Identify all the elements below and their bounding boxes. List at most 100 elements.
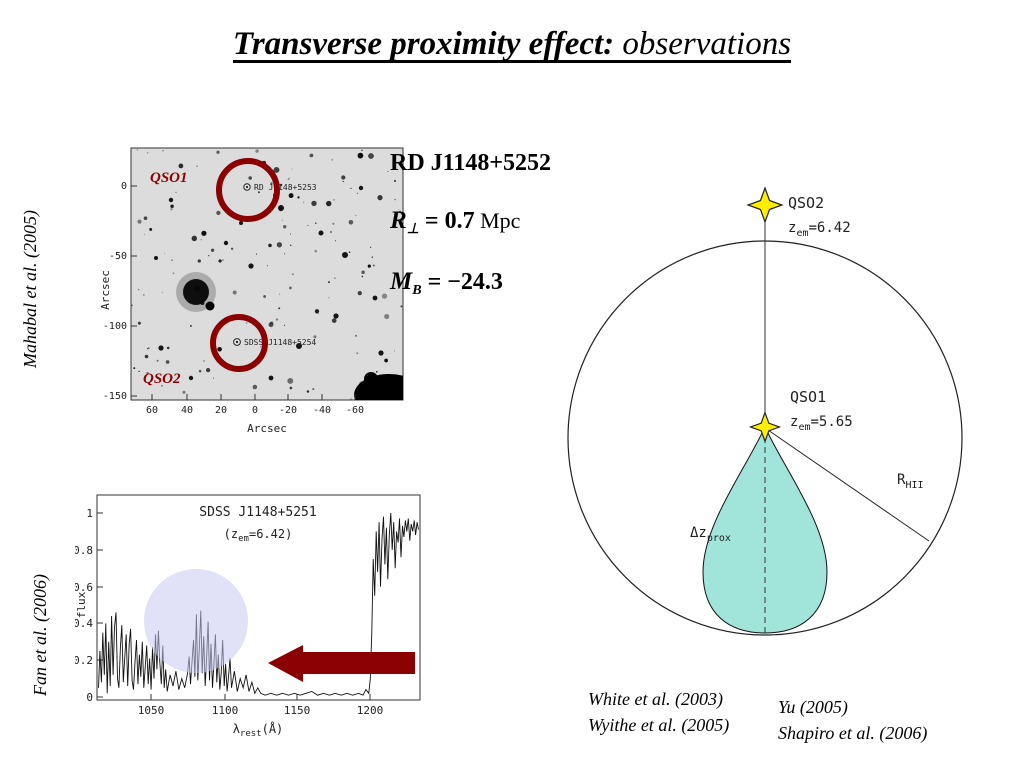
qso2-marker-dot: [235, 340, 239, 344]
dark-patch-2: [375, 380, 403, 400]
citation-fan: Fan et al. (2006): [30, 574, 50, 696]
citations-col-2: Yu (2005) Shapiro et al. (2006): [778, 694, 927, 746]
left-arrow-icon: [268, 645, 415, 682]
title-bold: Transverse proximity effect:: [232, 26, 615, 62]
qso2-tag: QSO2: [143, 371, 181, 387]
spectrum-tick-labels: 0 0.2 0.4 0.6 0.8 1 1050 1100 1150 1200 …: [75, 507, 383, 739]
qso1-star-icon: [748, 410, 782, 444]
citation-yu: Yu (2005): [778, 697, 848, 717]
title-underline: Transverse proximity effect: observation…: [232, 26, 792, 63]
qso1-red-circle-annotation: [216, 158, 280, 222]
rhii-symbol: R: [897, 472, 906, 488]
citations-col-1: White et al. (2003) Wyithe et al. (2005): [588, 686, 729, 738]
z-value: =6.42: [808, 220, 850, 236]
galaxy-blob: [183, 279, 209, 305]
spec-ytick-1: 0.2: [75, 654, 93, 667]
spec-ytick-5: 1: [86, 507, 93, 520]
sky-xtick-0: 60: [146, 405, 158, 416]
spec-xlabel: λrest(Å): [233, 721, 284, 739]
m-value: = −24.3: [421, 269, 503, 295]
qso1-marker-dot: [245, 185, 249, 189]
rhii-radius-line: [767, 429, 930, 542]
spec-ytick-0: 0: [86, 691, 93, 704]
sky-xtick-1: 40: [181, 405, 193, 416]
spec-ytick-2: 0.4: [75, 617, 93, 630]
citation-white: White et al. (2003): [588, 689, 723, 709]
lambda-symbol: λ: [233, 722, 240, 736]
sky-xlabel: Arcsec: [247, 422, 287, 435]
diagram-qso2-label: QSO2: [788, 194, 824, 212]
sky-ytick-3: -150: [103, 391, 127, 402]
sky-ytick-2: -100: [103, 321, 127, 332]
dark-patch-dot: [364, 372, 378, 386]
rhii-subscript: HII: [905, 480, 923, 491]
spectrum-subtitle: (zem=6.42): [224, 527, 293, 544]
spec-xtick-1: 1100: [212, 704, 239, 717]
z-subscript: em: [798, 422, 810, 433]
sky-image-figure: 0 -50 -100 -150 60 40 20 0 -20 -40 -60 A…: [99, 147, 404, 435]
sky-xtick-3: 0: [252, 405, 258, 416]
z-symbol: z: [788, 220, 796, 236]
diagram-qso1-redshift: zem=5.65: [790, 414, 853, 433]
r-symbol: R: [390, 207, 407, 234]
object-name: RD J1148+5252: [390, 150, 552, 176]
m-symbol: M: [390, 268, 413, 295]
rhii-label: RHII: [897, 472, 924, 491]
sky-ytick-1: -50: [109, 251, 127, 262]
citation-shapiro: Shapiro et al. (2006): [778, 723, 928, 743]
spectrum-line: [98, 512, 419, 696]
diagram-qso1-label: QSO1: [790, 388, 826, 406]
qso2-name-label: SDSS J1148+5254: [244, 338, 316, 347]
diagram-qso2-redshift: zem=6.42: [788, 220, 851, 239]
z-symbol: (z: [224, 527, 238, 541]
page-title: Transverse proximity effect: observation…: [0, 26, 1024, 63]
spec-ytick-3: 0.6: [75, 581, 93, 594]
citation-wyithe: Wyithe et al. (2005): [588, 715, 730, 735]
z-subscript: em: [238, 534, 249, 544]
qso2-red-circle-annotation: [210, 314, 268, 372]
sky-xtick-5: -40: [313, 405, 331, 416]
z-symbol: z: [790, 414, 798, 430]
diagram-labels: QSO2 zem=6.42 QSO1 zem=5.65 Δzprox RHII: [690, 194, 924, 544]
z-value: =6.42): [249, 527, 292, 541]
sky-xtick-2: 20: [215, 405, 227, 416]
spectrum-title: SDSS J1148+5251: [199, 505, 316, 520]
object-info: RD J1148+5252 R⊥ = 0.7 Mpc MB = −24.3: [390, 150, 551, 299]
sky-ylabel: Arcsec: [99, 270, 112, 310]
qso1-name-label: RD J1148+5253: [254, 183, 317, 192]
spec-xtick-3: 1200: [357, 704, 384, 717]
lambda-unit: (Å): [262, 721, 284, 736]
r-subscript: ⊥: [406, 222, 419, 237]
delta-z-prox-label: Δzprox: [690, 525, 731, 544]
dz-symbol: Δz: [690, 525, 707, 541]
spec-ytick-4: 0.8: [75, 544, 93, 557]
spectrum-titles: SDSS J1148+5251 (zem=6.42): [199, 505, 316, 544]
lambda-subscript: rest: [240, 729, 262, 739]
z-subscript: em: [796, 228, 808, 239]
sky-tick-labels: 0 -50 -100 -150 60 40 20 0 -20 -40 -60 A…: [99, 181, 364, 435]
m-subscript: B: [412, 283, 422, 298]
sky-ticks: [131, 185, 356, 400]
qso1-tag: QSO1: [150, 170, 188, 186]
sky-xtick-6: -60: [346, 405, 364, 416]
spec-xtick-2: 1150: [284, 704, 311, 717]
r-unit: Mpc: [474, 208, 521, 233]
r-perp-line: R⊥ = 0.7 Mpc: [390, 207, 551, 238]
citation-mahabal: Mahabal et al. (2005): [20, 210, 40, 368]
proximity-diagram: QSO2 zem=6.42 QSO1 zem=5.65 Δzprox RHII: [567, 186, 963, 636]
highlight-ellipse: [144, 569, 248, 673]
dz-subscript: prox: [707, 533, 731, 544]
mb-line: MB = −24.3: [390, 268, 551, 299]
spec-ylabel: flux: [75, 591, 88, 618]
spectrum-figure: 0 0.2 0.4 0.6 0.8 1 1050 1100 1150 1200 …: [75, 494, 421, 739]
z-value: =5.65: [810, 414, 852, 430]
r-value: = 0.7: [418, 208, 475, 234]
sky-xtick-4: -20: [279, 405, 297, 416]
sky-ytick-0: 0: [121, 181, 127, 192]
qso2-star-icon: [746, 186, 784, 224]
title-italic: observations: [614, 26, 792, 62]
galaxy-companion: [205, 301, 215, 311]
sky-frame: [130, 147, 404, 401]
spec-xtick-0: 1050: [138, 704, 165, 717]
